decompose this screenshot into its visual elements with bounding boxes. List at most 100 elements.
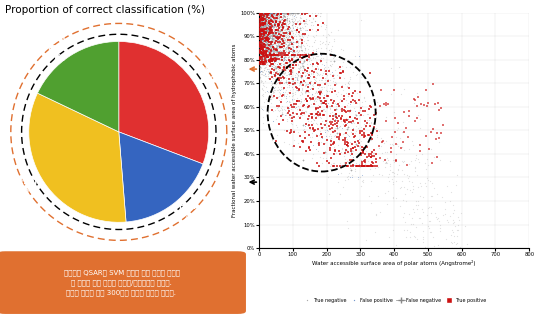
- Point: [262, 38, 271, 43]
- Point: [257, 47, 266, 52]
- Point: [273, 14, 281, 19]
- Point: [348, 163, 357, 168]
- Point: [375, 128, 383, 133]
- Point: [260, 34, 268, 39]
- Point: [288, 60, 296, 65]
- Point: [258, 10, 267, 15]
- Point: [261, 52, 270, 57]
- Point: [329, 163, 338, 168]
- Point: [325, 133, 334, 138]
- Point: [259, 19, 268, 24]
- Point: [322, 138, 331, 143]
- Point: [393, 141, 401, 146]
- Point: [280, 68, 288, 73]
- Point: [258, 20, 267, 25]
- Point: [255, 18, 264, 23]
- Point: [285, 84, 293, 89]
- Point: [315, 13, 324, 18]
- Point: [380, 102, 388, 107]
- Point: [267, 33, 276, 38]
- Point: [270, 17, 279, 22]
- Point: [280, 107, 289, 112]
- Point: [302, 110, 310, 115]
- Point: [272, 63, 280, 68]
- Point: [274, 15, 283, 20]
- Point: [259, 10, 268, 15]
- Point: [255, 40, 264, 45]
- Point: [271, 37, 280, 42]
- Point: [260, 10, 268, 15]
- Point: [302, 10, 310, 15]
- Point: [275, 10, 284, 15]
- Point: [343, 132, 352, 137]
- Point: [320, 100, 328, 106]
- Point: [271, 73, 280, 78]
- Point: [258, 60, 266, 65]
- Point: [261, 52, 270, 57]
- Point: [281, 23, 290, 28]
- Point: [256, 61, 265, 66]
- Point: [435, 107, 443, 112]
- Point: [276, 10, 285, 15]
- Point: [341, 136, 349, 141]
- Point: [264, 66, 272, 71]
- Point: [274, 72, 282, 77]
- Point: [319, 106, 328, 111]
- Point: [284, 10, 292, 15]
- Point: [327, 62, 336, 67]
- Point: [269, 50, 278, 55]
- Point: [256, 55, 265, 60]
- Point: [271, 48, 280, 53]
- Point: [366, 166, 374, 171]
- Point: [301, 10, 309, 15]
- Point: [265, 10, 273, 15]
- Point: [319, 40, 327, 45]
- Point: [352, 129, 360, 134]
- Point: [319, 108, 328, 113]
- Point: [294, 48, 303, 53]
- Point: [262, 35, 271, 40]
- Point: [256, 36, 265, 41]
- Point: [322, 69, 330, 74]
- Point: [286, 73, 295, 78]
- Point: [264, 10, 273, 15]
- Point: [279, 86, 287, 91]
- Point: [272, 10, 280, 15]
- Point: [273, 22, 281, 27]
- Point: [259, 100, 268, 105]
- Point: [268, 95, 277, 100]
- Point: [259, 38, 267, 43]
- Point: [255, 10, 264, 15]
- Point: [256, 66, 265, 71]
- Point: [298, 24, 306, 29]
- Point: [279, 36, 287, 41]
- Point: [448, 246, 456, 251]
- Point: [272, 49, 280, 54]
- Point: [435, 218, 444, 223]
- Point: [266, 16, 274, 21]
- Point: [281, 26, 289, 31]
- Point: [259, 10, 267, 15]
- Point: [269, 65, 278, 70]
- Point: [262, 22, 271, 27]
- Point: [259, 47, 268, 52]
- Point: [284, 35, 292, 40]
- Point: [453, 241, 461, 246]
- Point: [320, 21, 328, 26]
- Point: [278, 42, 286, 47]
- Point: [368, 137, 376, 142]
- Point: [305, 110, 313, 115]
- Point: [262, 73, 271, 78]
- Point: [256, 17, 265, 22]
- Point: [269, 58, 278, 63]
- Point: [350, 144, 359, 149]
- Point: [256, 47, 265, 52]
- Point: [258, 21, 266, 26]
- Point: [306, 71, 315, 76]
- Point: [284, 108, 293, 113]
- Point: [262, 10, 271, 15]
- Point: [278, 106, 286, 111]
- Point: [268, 80, 276, 85]
- Point: [312, 112, 321, 117]
- Point: [262, 31, 271, 36]
